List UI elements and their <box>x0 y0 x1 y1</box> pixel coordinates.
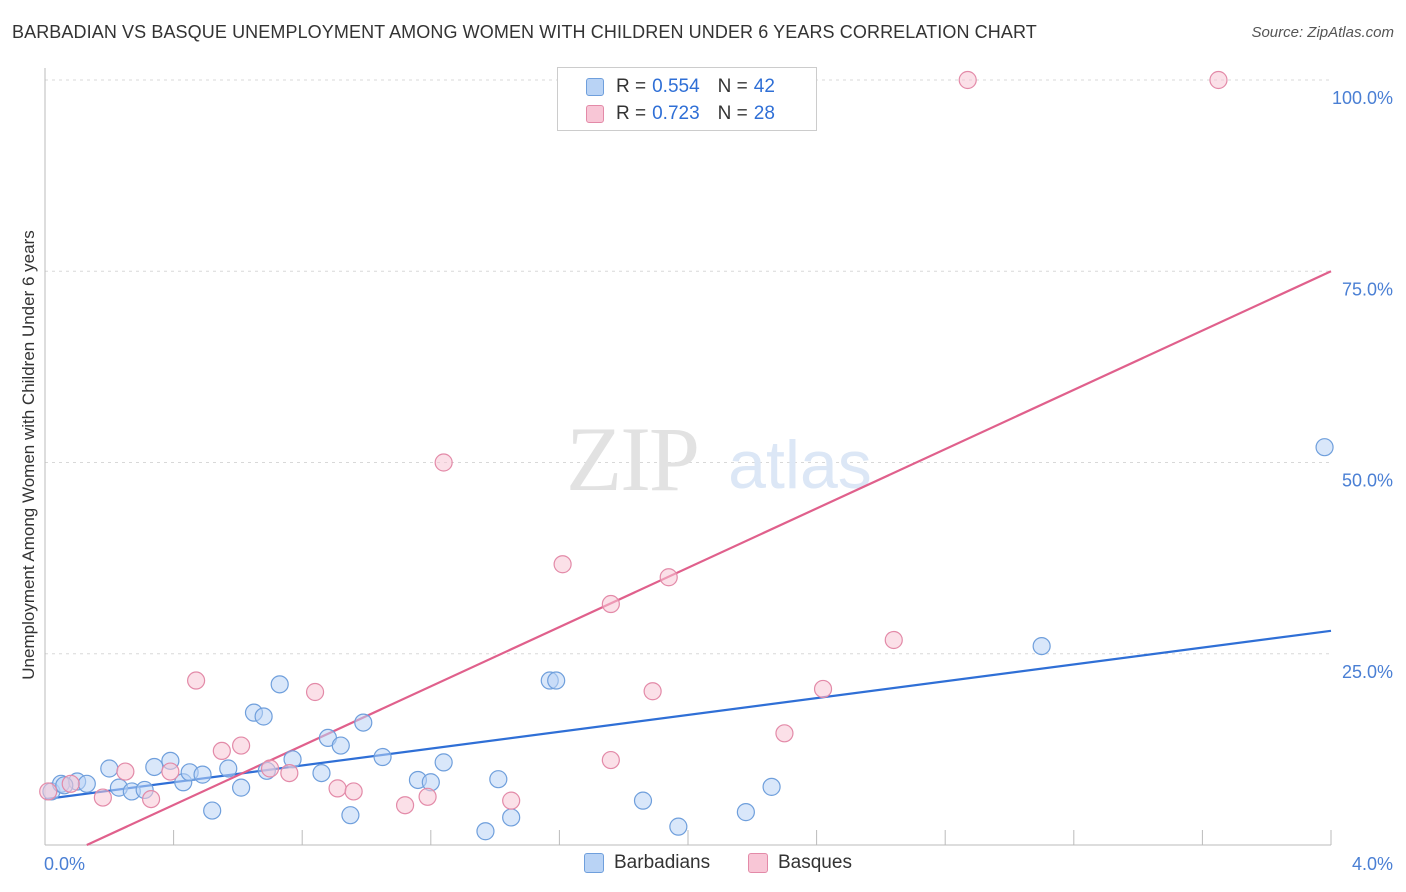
point-barbadians <box>547 671 566 690</box>
point-barbadians <box>145 757 164 777</box>
trendline-barbadians <box>44 629 1332 801</box>
point-basques <box>116 762 135 781</box>
point-basques <box>93 788 112 807</box>
point-barbadians <box>341 806 360 825</box>
point-barbadians <box>203 801 222 820</box>
legend-n-label: N = <box>717 76 748 97</box>
point-barbadians <box>736 803 755 822</box>
point-basques <box>39 782 58 801</box>
point-barbadians <box>270 675 289 694</box>
legend-r-label: R = <box>616 103 647 124</box>
tick-labels: 25.0% 50.0% 75.0% 100.0% 0.0% 4.0% <box>44 88 1393 874</box>
legend-swatch-blue <box>586 78 604 96</box>
point-barbadians <box>1315 438 1334 457</box>
point-basques <box>395 796 415 815</box>
point-basques <box>280 763 299 783</box>
point-barbadians <box>762 777 781 796</box>
y-tick-label: 50.0% <box>1342 471 1393 491</box>
point-basques <box>260 759 280 778</box>
point-basques <box>601 750 620 770</box>
y-tick-label: 25.0% <box>1342 662 1393 682</box>
point-barbadians <box>354 713 373 732</box>
bottom-legend-swatch-pink <box>748 853 768 873</box>
point-basques <box>813 679 833 699</box>
point-barbadians <box>489 770 508 789</box>
legend-swatch-pink <box>586 105 604 123</box>
watermark-zip: ZIP <box>566 408 698 510</box>
point-basques <box>958 70 977 90</box>
bottom-legend-swatch-blue <box>584 853 604 873</box>
point-barbadians <box>193 765 212 784</box>
point-basques <box>659 568 678 587</box>
point-barbadians <box>1032 636 1051 656</box>
trendline-basques <box>86 270 1332 846</box>
point-basques <box>884 630 903 650</box>
point-barbadians <box>502 808 521 827</box>
y-tick-label: 100.0% <box>1332 88 1393 108</box>
bottom-legend-basques: Basques <box>748 852 852 874</box>
point-basques <box>187 671 206 690</box>
stats-legend: R = 0.554 N = 42 R = 0.723 N = 28 <box>557 67 817 131</box>
point-basques <box>232 736 251 755</box>
legend-r-label: R = <box>616 76 647 97</box>
source-credit: Source: ZipAtlas.com <box>1251 24 1394 41</box>
legend-r-value-basques: 0.723 <box>652 103 700 124</box>
y-axis-label: Unemployment Among Women with Children U… <box>19 230 38 679</box>
point-basques <box>434 453 453 472</box>
point-barbadians <box>77 774 96 793</box>
legend-row-basques: R = 0.723 N = 28 <box>586 102 775 126</box>
point-basques <box>553 555 572 574</box>
point-barbadians <box>633 791 653 810</box>
point-barbadians <box>232 778 251 797</box>
legend-row-barbadians: R = 0.554 N = 42 <box>586 75 775 99</box>
watermark: ZIP atlas <box>566 408 872 510</box>
point-barbadians <box>331 736 350 755</box>
x-tick-label: 0.0% <box>44 854 85 874</box>
point-basques <box>141 789 161 809</box>
point-basques <box>643 682 662 701</box>
chart-title: BARBADIAN VS BASQUE UNEMPLOYMENT AMONG W… <box>12 22 1037 42</box>
point-basques <box>502 791 521 810</box>
legend-r-value-barbadians: 0.554 <box>652 76 700 97</box>
bottom-legend-label-basques: Basques <box>778 852 852 873</box>
point-barbadians <box>219 759 238 778</box>
point-barbadians <box>373 747 392 767</box>
point-basques <box>775 724 794 743</box>
point-basques <box>305 682 325 702</box>
point-basques <box>601 594 620 614</box>
data-points <box>39 70 1334 841</box>
legend-n-label: N = <box>717 103 748 124</box>
bottom-legend-barbadians: Barbadians <box>584 852 710 874</box>
x-tick-label: 4.0% <box>1352 854 1393 874</box>
point-barbadians <box>100 759 119 778</box>
bottom-legend-label-barbadians: Barbadians <box>614 852 711 873</box>
point-barbadians <box>669 817 688 836</box>
point-basques <box>328 779 347 798</box>
axis-layer <box>44 68 1332 846</box>
point-basques <box>61 774 80 793</box>
point-barbadians <box>312 763 331 783</box>
point-basques <box>212 741 231 761</box>
point-barbadians <box>254 707 273 726</box>
legend-n-value-basques: 28 <box>753 103 775 124</box>
point-barbadians <box>434 753 453 772</box>
point-barbadians <box>476 822 495 841</box>
point-basques <box>1209 70 1228 90</box>
point-basques <box>161 762 180 781</box>
legend-n-value-barbadians: 42 <box>753 76 775 97</box>
y-tick-label: 75.0% <box>1342 279 1393 299</box>
trendlines <box>44 270 1332 846</box>
point-basques <box>344 782 363 801</box>
watermark-atlas: atlas <box>728 427 872 503</box>
grid-layer <box>45 79 1331 655</box>
point-basques <box>418 787 437 806</box>
